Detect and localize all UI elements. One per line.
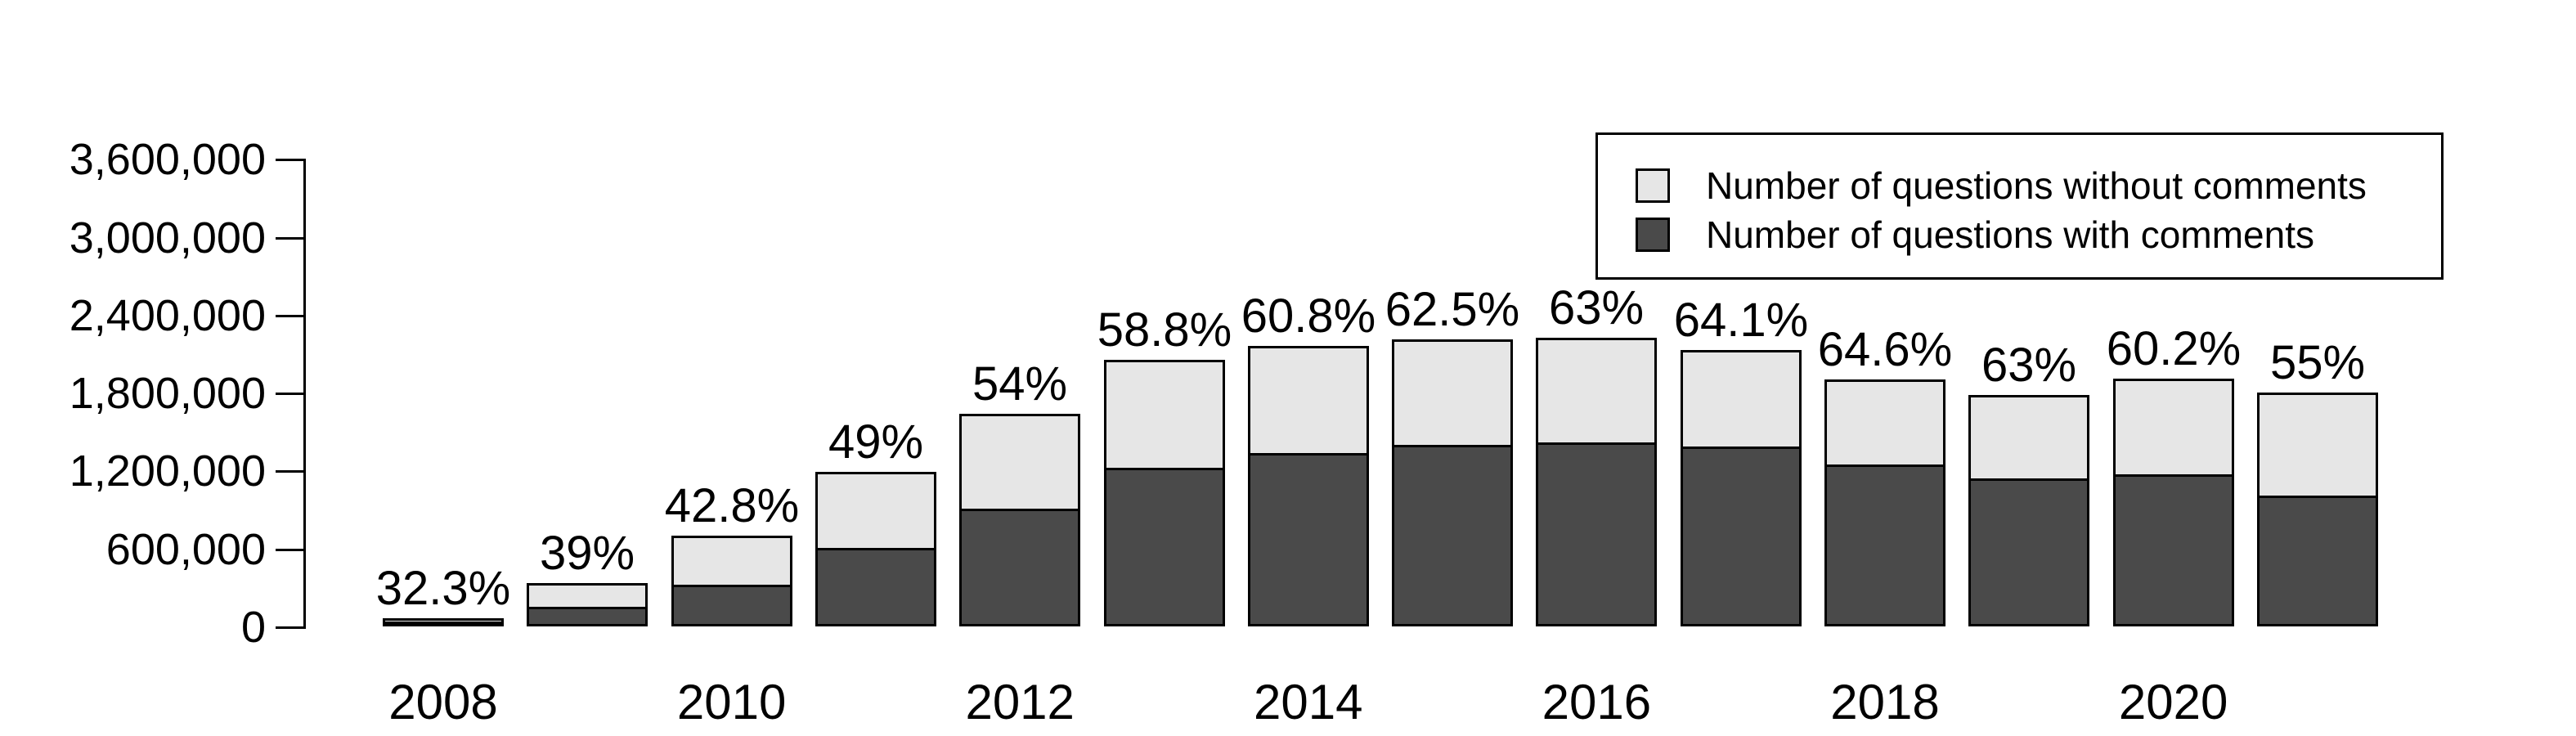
- bar-segment-with-comments: [1250, 453, 1367, 624]
- bar-percent-label: 55%: [2269, 336, 2366, 389]
- y-axis-tick: [276, 159, 303, 161]
- bar-percent-label: 39%: [539, 527, 635, 580]
- y-axis-tick-label: 2,400,000: [69, 291, 266, 340]
- y-axis-tick-label: 0: [240, 603, 266, 652]
- bar-percent-label: 58.8%: [1097, 303, 1232, 357]
- bar-segment-without-comments: [815, 472, 936, 626]
- y-axis-tick: [276, 315, 303, 317]
- bar-segment-without-comments: [1392, 339, 1513, 626]
- x-axis-tick-label: 2010: [676, 675, 787, 729]
- legend-item-label: Number of questions without comments: [1706, 164, 2367, 207]
- legend: Number of questions without comments Numb…: [1595, 132, 2444, 280]
- bar-segment-without-comments: [383, 618, 504, 626]
- bar-percent-label: 49%: [828, 415, 924, 469]
- y-axis-tick-label: 3,000,000: [69, 213, 266, 263]
- x-axis-tick-label: 2016: [1542, 675, 1652, 729]
- bar-percent-label: 64.6%: [1817, 323, 1953, 376]
- legend-item: Number of questions without comments: [1636, 164, 2367, 207]
- bar-segment-without-comments: [671, 536, 792, 626]
- bar-percent-label: 62.5%: [1384, 283, 1520, 336]
- bar-percent-label: 60.2%: [2106, 322, 2242, 375]
- y-axis-tick: [276, 237, 303, 240]
- bar-percent-label: 42.8%: [664, 479, 800, 532]
- bar-segment-without-comments: [1536, 338, 1657, 626]
- bar-segment-without-comments: [2257, 393, 2378, 626]
- x-axis-tick-label: 2018: [1830, 675, 1940, 729]
- y-axis-tick: [276, 626, 303, 629]
- bar-segment-without-comments: [1681, 350, 1802, 626]
- bar-segment-with-comments: [1827, 464, 1943, 624]
- bar-percent-label: 54%: [972, 357, 1068, 411]
- legend-item: Number of questions with comments: [1636, 213, 2314, 256]
- legend-item-label: Number of questions with comments: [1706, 213, 2314, 256]
- bar-segment-with-comments: [1538, 442, 1654, 624]
- bar-percent-label: 63%: [1981, 339, 2077, 392]
- bar-segment-with-comments: [529, 607, 645, 624]
- bar-segment-without-comments: [2113, 379, 2234, 626]
- bar-segment-with-comments: [1394, 445, 1510, 624]
- bar-percent-label: 64.1%: [1673, 294, 1809, 347]
- y-axis-tick-label: 600,000: [105, 525, 266, 574]
- bar-segment-with-comments: [1683, 447, 1799, 624]
- y-axis-tick: [276, 393, 303, 395]
- y-axis-tick-label: 3,600,000: [69, 135, 266, 184]
- bar-percent-label: 63%: [1548, 281, 1645, 334]
- legend-swatch-with-comments: [1636, 218, 1670, 252]
- x-axis-tick-label: 2014: [1254, 675, 1363, 729]
- x-axis-tick-label: 2008: [388, 675, 498, 729]
- bar-segment-with-comments: [818, 548, 934, 624]
- bar-segment-without-comments: [1104, 360, 1225, 626]
- bar-segment-without-comments: [959, 414, 1080, 626]
- x-axis-tick-label: 2012: [965, 675, 1075, 729]
- bar-segment-without-comments: [527, 583, 648, 626]
- y-axis-tick-label: 1,200,000: [69, 447, 266, 496]
- bar-segment-with-comments: [1971, 478, 2087, 624]
- y-axis-tick: [276, 549, 303, 551]
- bar-segment-with-comments: [1106, 468, 1223, 624]
- y-axis-tick-label: 1,800,000: [69, 369, 266, 418]
- bar-segment-with-comments: [2260, 496, 2376, 624]
- legend-swatch-without-comments: [1636, 168, 1670, 203]
- bar-segment-with-comments: [674, 585, 790, 624]
- bar-segment-with-comments: [385, 622, 501, 624]
- bar-segment-with-comments: [962, 509, 1078, 624]
- bar-percent-label: 32.3%: [375, 562, 511, 615]
- bar-segment-without-comments: [1824, 379, 1945, 626]
- y-axis-tick: [276, 470, 303, 473]
- y-axis-line: [303, 159, 306, 629]
- bar-segment-without-comments: [1248, 346, 1369, 626]
- x-axis-tick-label: 2020: [2118, 675, 2228, 729]
- bar-percent-label: 60.8%: [1241, 289, 1376, 343]
- bar-segment-with-comments: [2116, 474, 2232, 624]
- bar-segment-without-comments: [1968, 395, 2089, 626]
